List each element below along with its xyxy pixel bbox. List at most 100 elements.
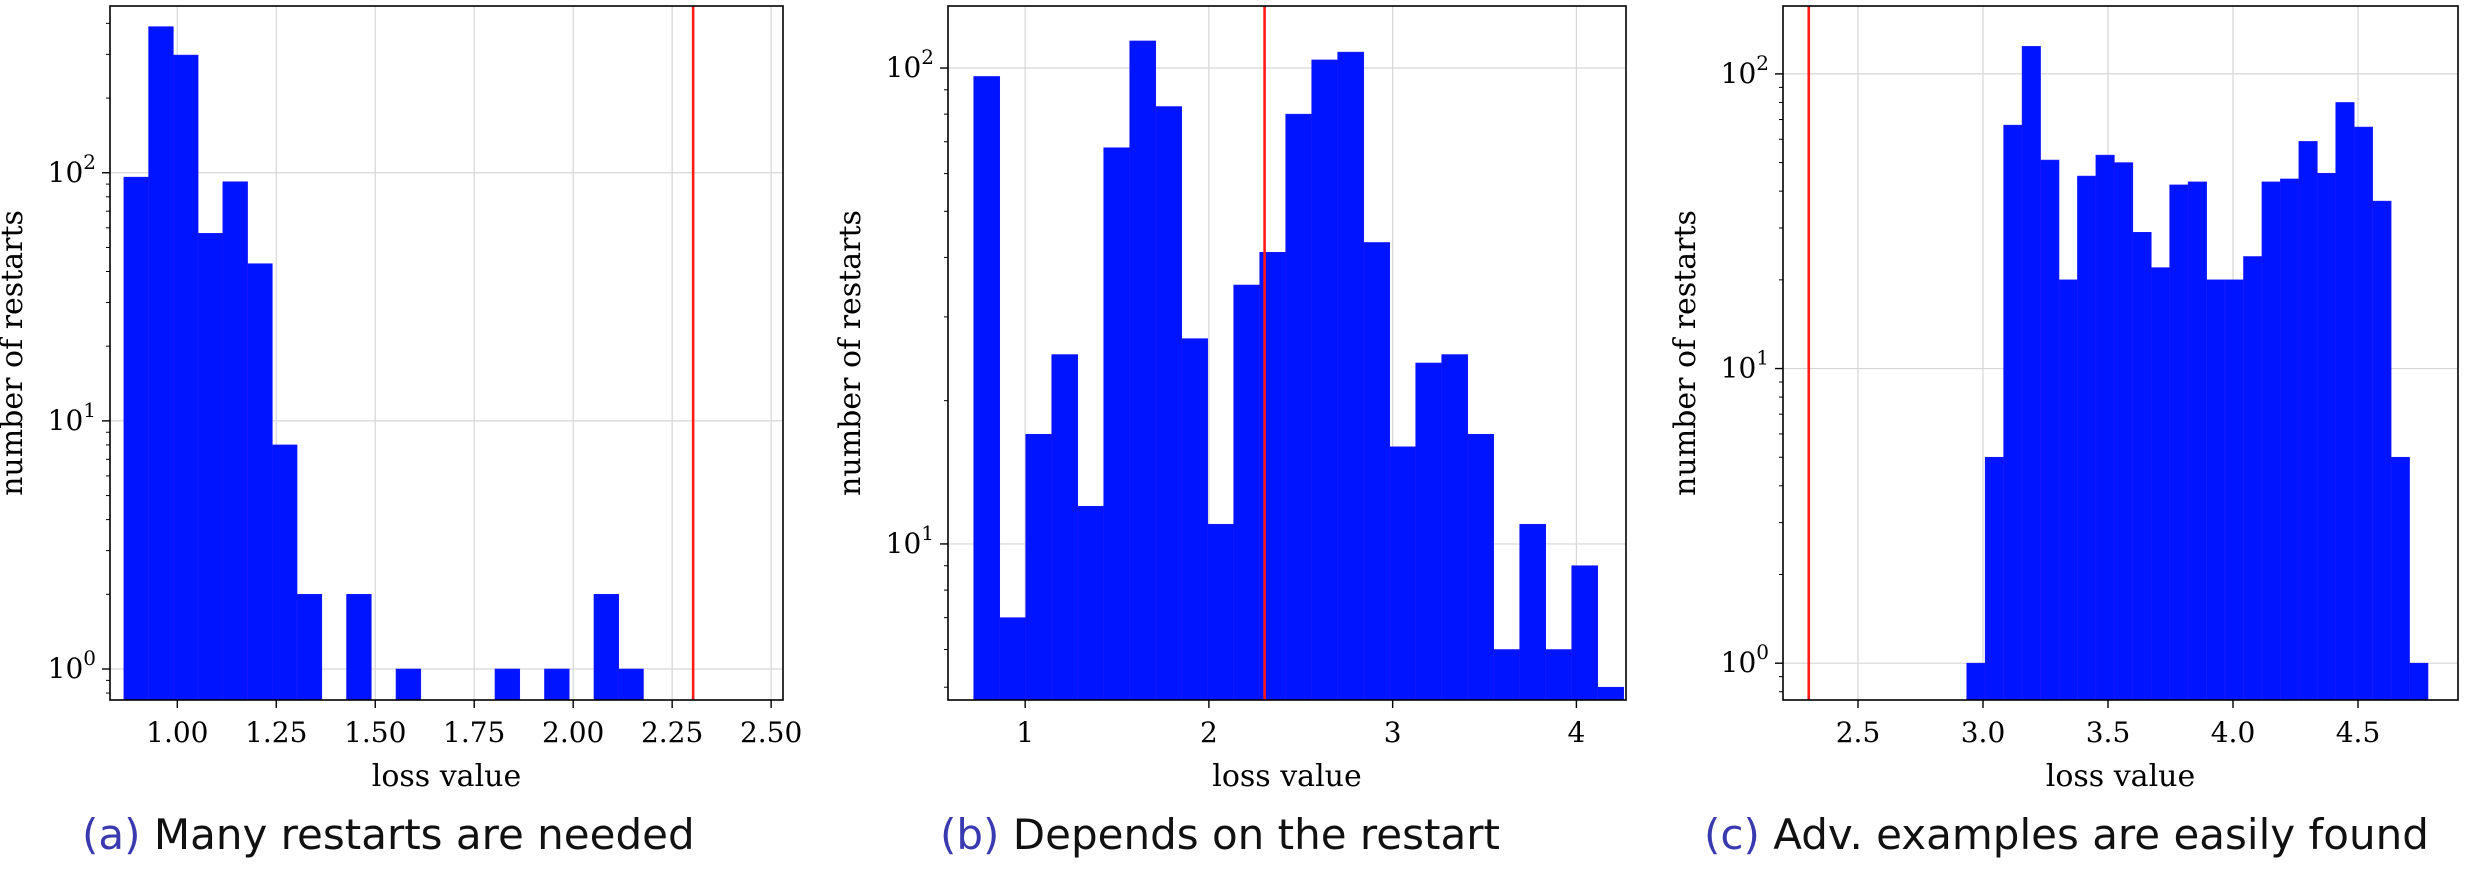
- histogram-bar: [2390, 456, 2410, 701]
- histogram-bar: [2077, 175, 2097, 701]
- caption-b: (b) Depends on the restart: [940, 810, 1500, 859]
- histogram-bar: [2280, 178, 2300, 701]
- histogram-bar: [2298, 141, 2318, 701]
- histogram-panel-a: 1.00 1.25 1.50 1.75 2.00 2.25 2.50 100 101 102 los…: [0, 5, 802, 794]
- histogram-bar: [973, 76, 1001, 701]
- x-tick-label: 3.5: [2086, 716, 2131, 749]
- histogram-bar: [2409, 662, 2429, 701]
- histogram-bar: [148, 26, 174, 701]
- histogram-bar: [1285, 113, 1313, 701]
- histogram-bar: [1467, 433, 1495, 701]
- histogram-bar: [1984, 456, 2004, 701]
- x-tick-label: 1: [1016, 716, 1034, 749]
- caption-a: (a) Many restarts are needed: [82, 810, 695, 859]
- histogram-bar: [1155, 106, 1183, 701]
- histogram-bar: [1025, 433, 1053, 701]
- x-tick-label: 4.5: [2336, 716, 2381, 749]
- y-tick-label: 102: [1721, 51, 1769, 90]
- histogram-bar: [2021, 46, 2041, 701]
- caption-text: Adv. examples are easily found: [1773, 810, 2429, 859]
- caption-tag: (c): [1704, 810, 1760, 859]
- x-axis-label: loss value: [1212, 759, 1362, 794]
- histogram-bar: [2261, 181, 2281, 701]
- histogram-bar: [2224, 279, 2244, 701]
- histogram-bar: [1181, 338, 1209, 701]
- caption-text: Depends on the restart: [1012, 810, 1500, 859]
- y-tick-label: 102: [48, 150, 96, 189]
- histogram-bar: [2317, 172, 2337, 701]
- histogram-bar: [1519, 523, 1547, 701]
- x-tick-label: 1.75: [443, 716, 505, 749]
- histogram-bar: [2132, 232, 2152, 701]
- histogram-bar: [1966, 662, 1986, 701]
- histogram-bar: [1571, 565, 1599, 701]
- histogram-bar: [2243, 256, 2263, 701]
- histogram-bar: [1415, 362, 1443, 701]
- histogram-bar: [1337, 51, 1365, 701]
- histogram-panel-b: 1 2 3 4 101 102 loss value number of restarts: [833, 5, 1627, 794]
- histogram-bar: [2206, 279, 2226, 701]
- histogram-bar: [1493, 649, 1521, 701]
- histogram-bar: [2353, 126, 2373, 701]
- histogram-bar: [395, 668, 422, 701]
- x-tick-label: 2.50: [740, 716, 802, 749]
- x-axis-label: loss value: [372, 759, 522, 794]
- histogram-bar: [2169, 184, 2189, 701]
- x-axis-label: loss value: [2046, 759, 2196, 794]
- y-axis-label: number of restarts: [833, 210, 868, 496]
- histogram-bar: [2095, 154, 2115, 701]
- histogram-bar: [2372, 200, 2392, 701]
- histogram-bar: [222, 181, 248, 701]
- y-tick-label: 100: [48, 646, 96, 685]
- histogram-bar: [2040, 159, 2060, 701]
- histogram-bar: [494, 668, 521, 701]
- histogram-bar: [1207, 523, 1235, 701]
- y-axis-label: number of restarts: [1668, 210, 1703, 496]
- y-axis-label: number of restarts: [0, 210, 30, 496]
- x-tick-label: 4.0: [2211, 716, 2256, 749]
- caption-tag: (a): [82, 810, 141, 859]
- histogram-bar: [1363, 242, 1391, 701]
- histogram-bar: [1597, 686, 1625, 701]
- histogram-bar: [1051, 354, 1079, 701]
- histogram-bar: [2187, 181, 2207, 701]
- histogram-bar: [544, 668, 570, 701]
- x-tick-label: 4: [1567, 716, 1585, 749]
- x-tick-label: 3.0: [1961, 716, 2006, 749]
- x-tick-label: 1.50: [344, 716, 406, 749]
- caption-c: (c) Adv. examples are easily found: [1704, 810, 2429, 859]
- histogram-bar: [2114, 162, 2134, 701]
- histogram-bar: [1077, 505, 1105, 701]
- histogram-bar: [272, 444, 298, 701]
- histogram-bar: [618, 668, 644, 701]
- caption-text: Many restarts are needed: [153, 810, 695, 859]
- histogram-bar: [1129, 40, 1157, 701]
- histogram-bar: [593, 594, 620, 701]
- histogram-bar: [173, 54, 199, 701]
- histogram-panel-c: 2.5 3.0 3.5 4.0 4.5 100 101 102 loss value number…: [1668, 5, 2459, 794]
- x-tick-label: 1.25: [245, 716, 307, 749]
- plot-frame: [109, 5, 784, 701]
- plot-frame: [1782, 5, 2459, 701]
- y-tick-label: 101: [886, 521, 934, 560]
- caption-tag: (b): [940, 810, 1000, 859]
- histogram-bar: [247, 263, 273, 701]
- x-tick-label: 3: [1384, 716, 1402, 749]
- histogram-bar: [1389, 446, 1417, 701]
- x-tick-label: 2: [1200, 716, 1218, 749]
- histogram-bar: [2003, 124, 2023, 701]
- y-tick-label: 101: [48, 398, 96, 437]
- histogram-bar: [1233, 284, 1261, 701]
- histogram-bar: [999, 617, 1027, 701]
- histogram-bar: [2335, 102, 2355, 701]
- y-tick-label: 100: [1721, 640, 1769, 679]
- histogram-bar: [123, 176, 149, 701]
- y-tick-label: 101: [1721, 346, 1769, 385]
- histogram-bar: [197, 233, 224, 701]
- histogram-bar: [2150, 267, 2171, 701]
- histogram-bar: [2058, 279, 2078, 701]
- x-tick-label: 2.25: [641, 716, 703, 749]
- x-tick-label: 2.5: [1836, 716, 1881, 749]
- histogram-bar: [1103, 147, 1131, 701]
